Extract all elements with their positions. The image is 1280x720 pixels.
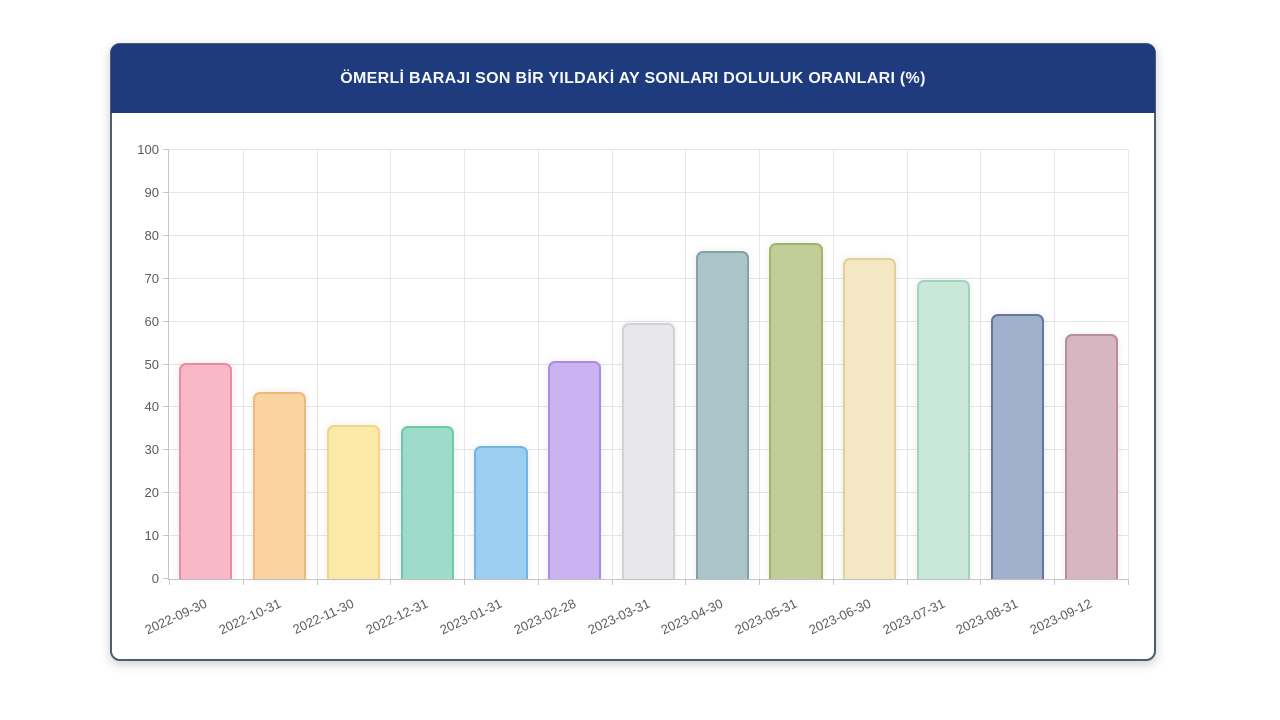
x-tick-label: 2022-10-31 xyxy=(216,595,283,638)
y-gridline xyxy=(169,191,1128,193)
x-tick-mark xyxy=(980,579,982,585)
y-tick-mark xyxy=(163,578,169,579)
x-tick-mark xyxy=(832,579,834,585)
x-tick-mark xyxy=(1054,579,1056,585)
bar[interactable] xyxy=(917,279,971,579)
x-tick-mark xyxy=(906,579,908,585)
x-tick-label: 2023-09-12 xyxy=(1027,595,1095,638)
x-tick-mark xyxy=(611,579,613,585)
x-tick-label: 2022-11-30 xyxy=(290,595,357,637)
x-tick-mark xyxy=(685,579,687,585)
y-tick-mark xyxy=(163,535,169,537)
y-tick-label: 90 xyxy=(144,184,159,200)
x-gridline xyxy=(611,150,613,579)
x-gridline xyxy=(316,150,318,579)
bar[interactable] xyxy=(695,251,749,579)
y-tick-label: 20 xyxy=(144,485,159,501)
x-tick-label: 2023-08-31 xyxy=(953,595,1021,638)
y-tick-mark xyxy=(163,320,169,322)
y-gridline xyxy=(169,277,1128,279)
x-gridline xyxy=(537,150,539,579)
y-tick-label: 40 xyxy=(144,399,159,415)
bar[interactable] xyxy=(1064,334,1118,579)
bar[interactable] xyxy=(621,322,676,579)
y-tick-label: 50 xyxy=(144,356,159,372)
x-tick-mark xyxy=(1128,579,1129,585)
x-tick-label: 2023-05-31 xyxy=(732,595,800,638)
x-gridline xyxy=(980,150,982,579)
x-tick-label: 2022-12-31 xyxy=(363,595,431,638)
x-gridline xyxy=(242,150,244,579)
bar[interactable] xyxy=(253,391,307,579)
x-tick-mark xyxy=(316,579,318,585)
x-tick-mark xyxy=(390,579,392,585)
bar[interactable] xyxy=(843,257,897,579)
chart-title: ÖMERLİ BARAJI SON BİR YILDAKİ AY SONLARI… xyxy=(340,69,926,87)
x-tick-label: 2023-06-30 xyxy=(806,595,873,638)
y-tick-mark xyxy=(163,149,169,150)
chart-header: ÖMERLİ BARAJI SON BİR YILDAKİ AY SONLARI… xyxy=(111,44,1155,113)
y-tick-label: 0 xyxy=(151,571,159,586)
y-tick-label: 10 xyxy=(144,528,159,544)
y-gridline xyxy=(169,320,1128,322)
x-tick-label: 2022-09-30 xyxy=(142,595,210,638)
bar[interactable] xyxy=(400,426,454,579)
y-tick-label: 30 xyxy=(144,442,159,458)
x-gridline xyxy=(832,150,834,579)
x-tick-label: 2023-03-31 xyxy=(585,595,652,638)
y-tick-label: 60 xyxy=(144,313,159,329)
x-tick-mark xyxy=(169,579,170,585)
plot-area: 0 10 20 30 40 50 60 70 80 90 100 2022-09-30 2022-10-… xyxy=(137,143,1129,637)
y-tick-label: 80 xyxy=(144,227,159,243)
y-tick-mark xyxy=(163,191,169,193)
x-gridline xyxy=(464,150,466,579)
x-gridline xyxy=(906,150,908,579)
y-tick-label: 70 xyxy=(144,270,159,286)
x-tick-label: 2023-02-28 xyxy=(511,595,578,638)
y-tick-mark xyxy=(163,363,169,365)
chart-card: ÖMERLİ BARAJI SON BİR YILDAKİ AY SONLARI… xyxy=(110,43,1156,661)
y-tick-mark xyxy=(163,492,169,494)
bar[interactable] xyxy=(474,446,528,579)
x-gridline xyxy=(685,150,687,579)
bar[interactable] xyxy=(769,243,823,579)
x-tick-label: 2023-07-31 xyxy=(880,595,947,638)
x-gridline xyxy=(390,150,392,579)
x-gridline xyxy=(759,150,761,579)
x-gridline xyxy=(1054,150,1056,579)
x-tick-mark xyxy=(537,579,539,585)
x-tick-mark xyxy=(759,579,761,585)
bar[interactable] xyxy=(990,313,1044,579)
bar[interactable] xyxy=(179,362,233,579)
x-tick-label: 2023-04-30 xyxy=(658,595,726,638)
y-tick-mark xyxy=(163,406,169,408)
y-tick-label: 100 xyxy=(137,142,159,157)
x-tick-mark xyxy=(464,579,466,585)
x-tick-mark xyxy=(242,579,244,585)
y-tick-mark xyxy=(163,277,169,279)
y-gridline xyxy=(169,234,1128,236)
y-tick-mark xyxy=(163,234,169,236)
bar[interactable] xyxy=(548,361,602,579)
x-tick-label: 2023-01-31 xyxy=(437,595,505,638)
y-tick-mark xyxy=(163,449,169,451)
x-gridline xyxy=(1128,150,1129,579)
bar[interactable] xyxy=(326,424,380,579)
y-gridline xyxy=(169,149,1128,150)
